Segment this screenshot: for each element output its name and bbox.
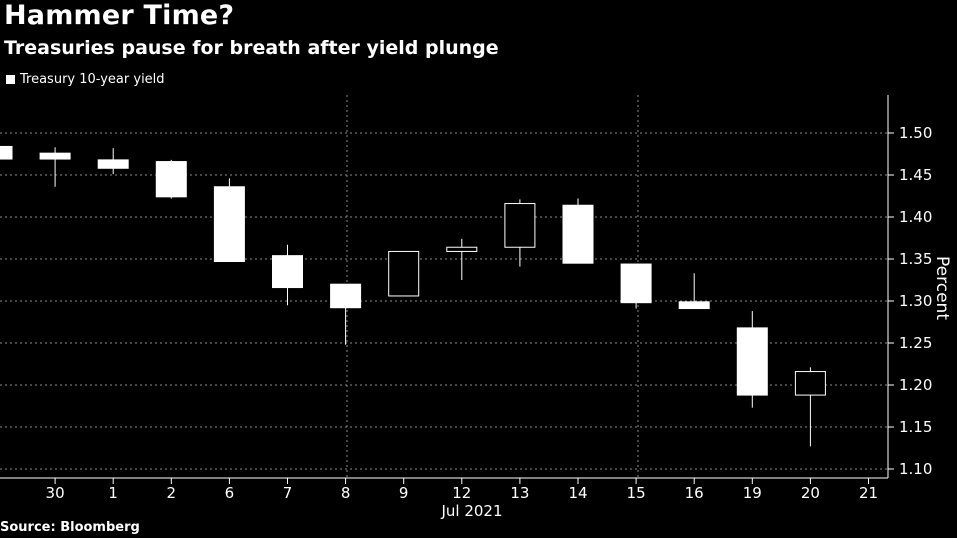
candle	[794, 367, 826, 447]
chart-title: Hammer Time?	[4, 0, 235, 31]
candle	[330, 283, 362, 345]
y-tick-label: 1.30	[899, 292, 932, 310]
x-tick-label: 19	[743, 484, 762, 502]
candle-body	[388, 250, 420, 297]
y-tick-label: 1.15	[899, 418, 932, 436]
x-tick-label: 30	[46, 484, 65, 502]
candle	[504, 199, 536, 267]
candle-body	[39, 152, 71, 160]
candle-body	[0, 145, 13, 160]
candle-body	[620, 263, 652, 304]
x-tick-label: 13	[510, 484, 529, 502]
x-tick-label: 21	[859, 484, 878, 502]
candle	[678, 273, 710, 310]
candle-body	[562, 204, 594, 264]
y-tick-label: 1.40	[899, 208, 932, 226]
x-tick-label: 8	[341, 484, 351, 502]
candle	[736, 311, 768, 408]
candle-body	[736, 327, 768, 396]
x-tick-label: 7	[283, 484, 293, 502]
y-tick-label: 1.35	[899, 250, 932, 268]
candle-body	[678, 301, 710, 310]
y-tick-label: 1.45	[899, 166, 932, 184]
y-tick-label: 1.20	[899, 376, 932, 394]
candle	[388, 250, 420, 297]
x-month-label: Jul 2021	[440, 502, 502, 520]
legend: Treasury 10-year yield	[6, 72, 165, 87]
x-tick-label: 6	[225, 484, 235, 502]
candle-body	[155, 161, 187, 198]
y-tick-label: 1.10	[899, 460, 932, 478]
candle	[97, 148, 129, 175]
x-tick-label: 20	[801, 484, 820, 502]
y-tick-label: 1.50	[899, 124, 932, 142]
candle-body	[446, 246, 478, 252]
grid-layer	[0, 95, 888, 478]
candle-body	[272, 255, 303, 289]
y-tick-label: 1.25	[899, 334, 932, 352]
candle	[620, 263, 652, 309]
x-tick-label: 9	[399, 484, 409, 502]
candle-body	[330, 283, 362, 309]
x-tick-label: 2	[167, 484, 177, 502]
x-tick-label: 15	[627, 484, 646, 502]
legend-swatch	[6, 75, 15, 84]
candle	[272, 244, 303, 306]
x-tick-label: 1	[108, 484, 118, 502]
x-tick-label: 16	[685, 484, 704, 502]
candle	[562, 198, 594, 264]
chart-subtitle: Treasuries pause for breath after yield …	[4, 37, 499, 59]
axis-layer	[0, 95, 894, 484]
candle-body	[97, 159, 129, 169]
candle	[39, 147, 71, 187]
candle	[213, 178, 245, 263]
candle-body	[794, 371, 826, 396]
candle-body	[213, 186, 245, 263]
candle	[155, 159, 187, 199]
y-axis-title: Percent	[932, 256, 952, 320]
legend-label: Treasury 10-year yield	[20, 72, 165, 87]
candle	[0, 145, 13, 160]
x-tick-label: 14	[568, 484, 587, 502]
candle-layer	[0, 145, 826, 447]
source-note: Source: Bloomberg	[0, 520, 140, 535]
x-tick-label: 12	[452, 484, 471, 502]
candle	[446, 238, 478, 280]
candle-body	[504, 203, 536, 248]
